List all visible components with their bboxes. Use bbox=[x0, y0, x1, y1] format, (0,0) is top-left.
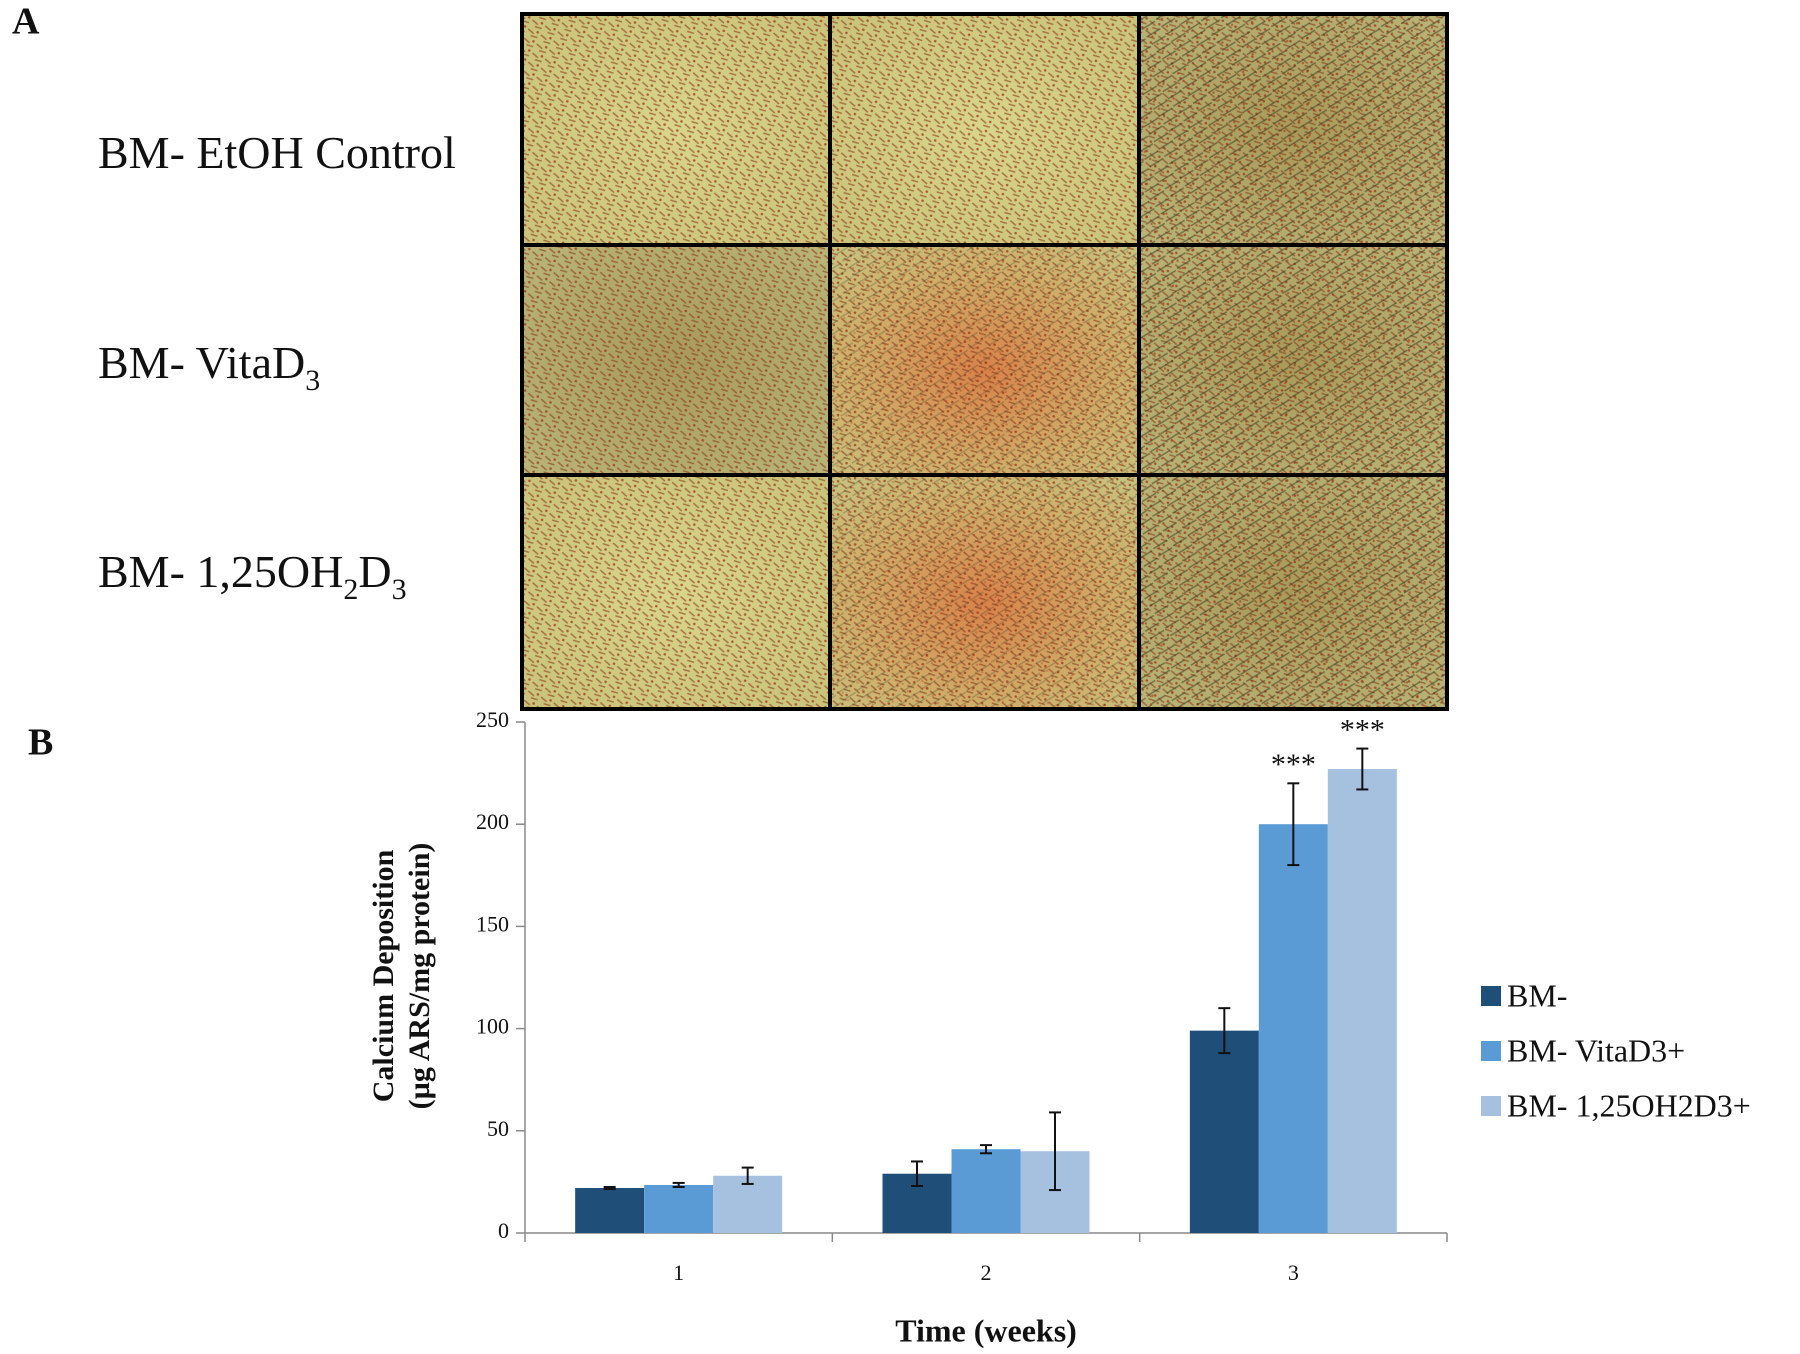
bar bbox=[1189, 1030, 1259, 1233]
legend-swatch bbox=[1481, 1096, 1501, 1116]
error-bar bbox=[1287, 782, 1300, 867]
bar bbox=[713, 1175, 783, 1233]
panel-label: B bbox=[28, 722, 53, 764]
y-axis-label: Calcium Deposition (µg ARS/mg protein) bbox=[367, 843, 436, 1110]
y-axis-label-line: (µg ARS/mg protein) bbox=[403, 843, 436, 1110]
micrograph-grid bbox=[520, 12, 1449, 711]
significance-label: *** bbox=[1271, 748, 1316, 781]
row-label: BM- 1,25OH2D3 bbox=[98, 546, 407, 607]
legend-label: BM- 1,25OH2D3+ bbox=[1507, 1087, 1751, 1123]
cell-texture bbox=[1139, 14, 1447, 709]
row-label-part: D bbox=[358, 546, 391, 597]
legend-swatch bbox=[1481, 986, 1501, 1006]
bar bbox=[644, 1184, 714, 1233]
error-bar bbox=[911, 1160, 923, 1187]
y-tick-label: 100 bbox=[476, 1014, 509, 1039]
legend-label: BM- bbox=[1507, 977, 1567, 1013]
panel-label: A bbox=[12, 1, 40, 43]
error-bar bbox=[980, 1144, 992, 1155]
y-tick-label: 0 bbox=[498, 1218, 509, 1243]
bar bbox=[1258, 824, 1328, 1233]
row-label-part: 3 bbox=[305, 364, 320, 397]
y-axis-label-line: Calcium Deposition bbox=[367, 849, 400, 1102]
row-label-part: BM- EtOH Control bbox=[98, 127, 456, 178]
row-label-part: 3 bbox=[392, 573, 407, 606]
x-axis-label: Time (weeks) bbox=[895, 1312, 1077, 1348]
row-label-part: BM- VitaD bbox=[98, 337, 305, 388]
error-bar bbox=[1356, 747, 1369, 791]
y-tick-label: 200 bbox=[476, 809, 509, 834]
x-tick-label: 3 bbox=[1288, 1260, 1299, 1285]
row-label: BM- VitaD3 bbox=[98, 337, 320, 398]
error-bar bbox=[1049, 1111, 1061, 1192]
x-tick-label: 1 bbox=[673, 1260, 684, 1285]
row-label: BM- EtOH Control bbox=[98, 127, 456, 178]
y-tick-label: 150 bbox=[476, 911, 509, 936]
significance-label: *** bbox=[1340, 713, 1385, 746]
x-tick-label: 2 bbox=[981, 1260, 992, 1285]
row-label-part: 2 bbox=[343, 573, 358, 606]
bar bbox=[1327, 769, 1397, 1233]
row-label-part: BM- 1,25OH bbox=[98, 546, 343, 597]
legend-swatch bbox=[1481, 1041, 1501, 1061]
legend-label: BM- VitaD3+ bbox=[1507, 1032, 1685, 1068]
error-bar bbox=[741, 1166, 754, 1185]
bar bbox=[951, 1149, 1021, 1233]
y-tick-label: 250 bbox=[476, 707, 509, 732]
error-bar bbox=[1218, 1007, 1231, 1055]
error-bar bbox=[603, 1186, 616, 1191]
y-tick-label: 50 bbox=[487, 1116, 509, 1141]
error-bar bbox=[672, 1181, 685, 1189]
grid-frame bbox=[520, 12, 1449, 711]
bar bbox=[575, 1188, 645, 1233]
